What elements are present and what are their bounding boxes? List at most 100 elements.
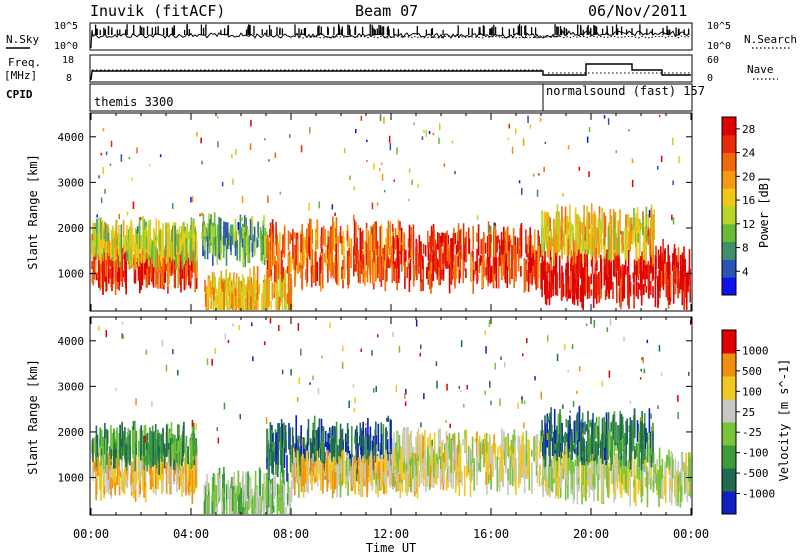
echo-cell — [427, 437, 429, 453]
echo-cell — [181, 474, 183, 497]
echo-cell — [426, 445, 429, 475]
echo-cell — [141, 430, 144, 461]
colorbar-tick-label: 28 — [742, 123, 755, 136]
echo-cell — [458, 260, 461, 284]
echo-cell — [674, 458, 677, 476]
echo-cell — [326, 457, 328, 492]
echo-cell — [422, 243, 425, 254]
echo-cell — [604, 254, 607, 281]
echo-cell — [172, 453, 174, 469]
echo-cell — [541, 248, 543, 277]
echo-cell — [110, 446, 112, 460]
echo-cell — [632, 284, 635, 295]
echo-cell — [563, 433, 566, 455]
echo-cell — [353, 408, 356, 413]
echo-cell — [595, 422, 598, 439]
echo-cell — [676, 258, 678, 280]
echo-cell — [629, 400, 632, 404]
echo-cell — [141, 248, 144, 279]
echo-cell — [159, 229, 161, 251]
echo-cell — [666, 262, 668, 292]
echo-cell — [418, 470, 421, 488]
beam-title: Beam 07 — [355, 2, 418, 20]
colorbar-segment — [722, 223, 736, 243]
echo-cell — [580, 235, 582, 244]
echo-cell — [517, 435, 520, 452]
echo-cell — [360, 462, 362, 497]
echo-cell — [162, 427, 164, 454]
echo-cell — [119, 471, 122, 478]
echo-cell — [253, 226, 256, 252]
echo-cell — [376, 202, 379, 206]
echo-cell — [465, 450, 468, 465]
echo-cell — [373, 443, 376, 460]
echo-cell — [547, 416, 549, 423]
echo-cell — [255, 300, 257, 309]
echo-cell — [610, 224, 613, 258]
echo-cell — [116, 427, 118, 455]
echo-cell — [270, 225, 272, 240]
echo-cell — [115, 448, 117, 458]
echo-cell — [680, 452, 683, 487]
echo-cell — [528, 440, 530, 469]
echo-cell — [371, 226, 374, 254]
echo-cell — [641, 270, 643, 290]
echo-cell — [564, 469, 567, 501]
echo-cell — [275, 260, 278, 283]
echo-cell — [301, 234, 304, 269]
echo-cell — [184, 265, 187, 289]
echo-cell — [561, 279, 563, 301]
echo-cell — [126, 235, 128, 246]
echo-cell — [562, 436, 564, 443]
echo-cell — [283, 485, 286, 514]
echo-cell — [379, 114, 382, 122]
echo-cell — [229, 280, 231, 291]
echo-cell — [276, 267, 279, 301]
echo-cell — [242, 506, 244, 514]
echo-cell — [112, 467, 115, 486]
echo-cell — [643, 226, 645, 260]
echo-cell — [653, 209, 655, 240]
echo-cell — [277, 442, 280, 465]
echo-cell — [608, 222, 610, 252]
echo-cell — [96, 434, 99, 458]
echo-cell — [672, 137, 674, 146]
echo-cell — [487, 221, 490, 257]
echo-cell — [123, 235, 125, 245]
colorbar-frame — [721, 116, 737, 296]
echo-cell — [524, 263, 527, 291]
echo-cell — [572, 257, 574, 292]
echo-cell — [375, 386, 377, 393]
echo-cell — [542, 435, 544, 457]
echo-cell — [251, 216, 254, 251]
echo-cell — [646, 470, 648, 483]
echo-cell — [629, 217, 632, 252]
nsearch-line — [299, 35, 691, 39]
echo-cell — [353, 264, 356, 273]
echo-cell — [429, 433, 431, 450]
echo-cell — [675, 255, 678, 268]
echo-cell — [432, 453, 434, 469]
echo-cell — [585, 267, 588, 293]
echo-cell — [236, 240, 238, 261]
echo-cell — [259, 510, 262, 514]
echo-cell — [238, 493, 241, 514]
echo-cell — [454, 442, 457, 460]
echo-cell — [489, 380, 491, 388]
echo-cell — [581, 269, 584, 286]
echo-cell — [619, 209, 621, 235]
echo-cell — [241, 274, 244, 308]
echo-cell — [282, 266, 284, 279]
echo-cell — [549, 241, 552, 276]
echo-cell — [644, 456, 647, 467]
echo-cell — [279, 426, 282, 450]
echo-cell — [535, 447, 537, 465]
colorbar-segment — [722, 445, 736, 469]
echo-cell — [223, 221, 225, 246]
echo-cell — [140, 425, 143, 454]
echo-cell — [342, 230, 345, 242]
echo-cell — [258, 284, 261, 293]
echo-cell — [509, 238, 512, 247]
echo-cell — [689, 278, 691, 303]
x-tick-label: 20:00 — [573, 527, 609, 541]
